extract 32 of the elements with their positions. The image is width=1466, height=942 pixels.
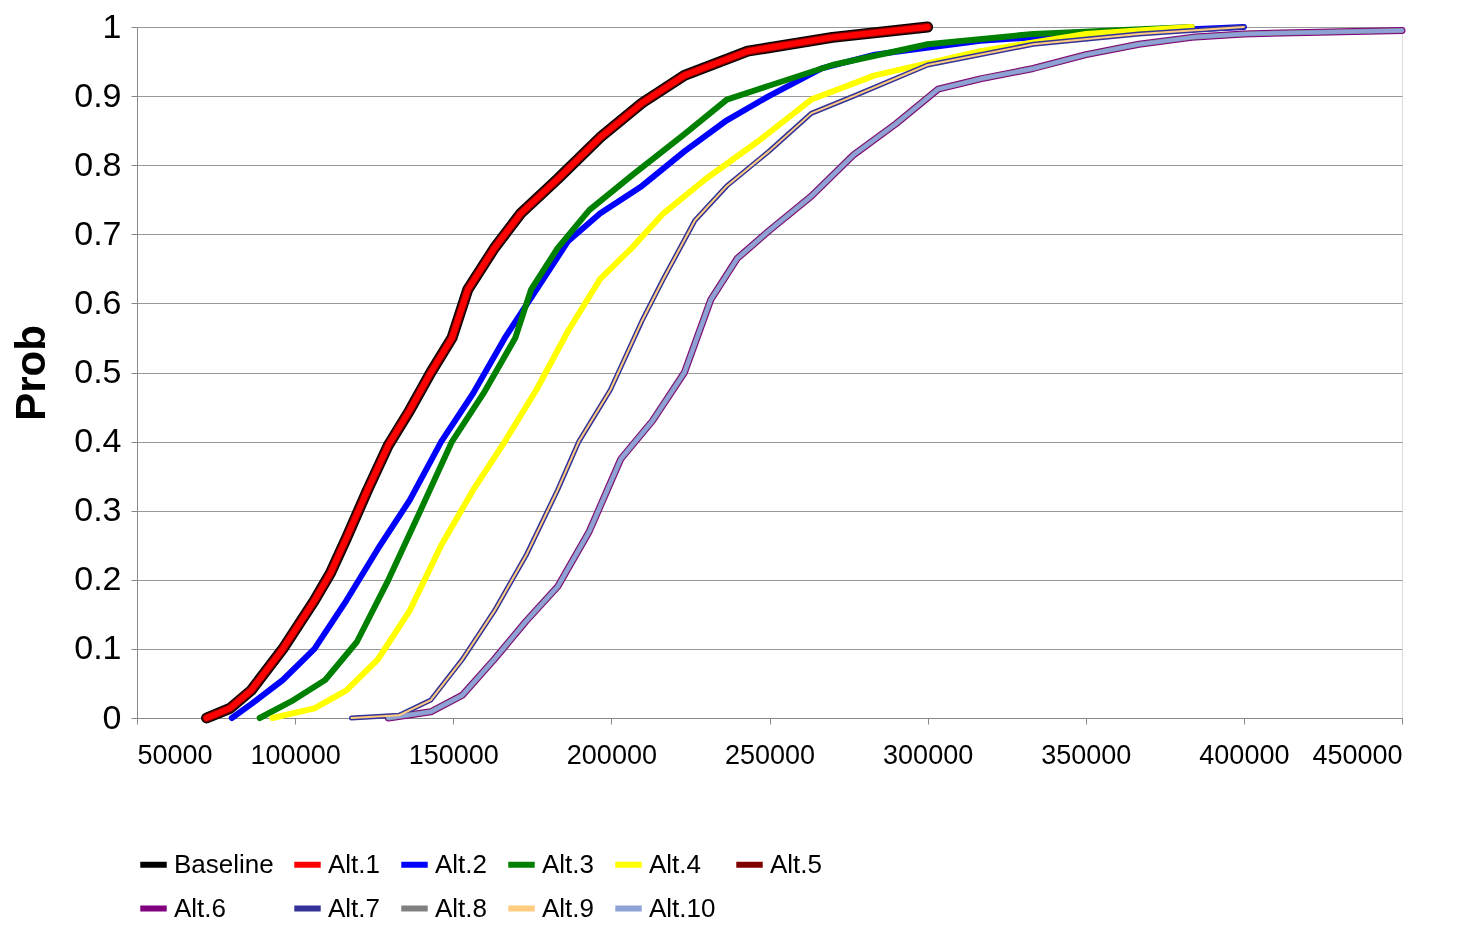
- legend-label: Alt.9: [542, 892, 595, 923]
- x-tick-label: 400000: [1199, 739, 1290, 770]
- x-tick-label: 350000: [1041, 739, 1132, 770]
- x-tick-label: 300000: [883, 739, 974, 770]
- x-tick-label: 150000: [408, 739, 499, 770]
- y-tick-label: 0.3: [74, 490, 122, 529]
- legend-label: Alt.3: [542, 848, 595, 879]
- y-tick-label: 0.1: [74, 628, 122, 667]
- y-tick-label: 0.8: [74, 144, 122, 183]
- y-axis-title: Prob: [7, 325, 55, 421]
- y-tick-label: 0: [102, 697, 122, 736]
- legend-label: Baseline: [174, 848, 274, 879]
- x-tick-label: 250000: [724, 739, 816, 770]
- x-tick-label: 450000: [1312, 739, 1403, 770]
- y-tick-label: 0.9: [74, 75, 122, 114]
- y-tick-label: 0.2: [74, 559, 122, 598]
- y-tick-label: 0.6: [74, 282, 122, 321]
- x-tick-label: 200000: [566, 739, 657, 770]
- legend-label: Alt.4: [649, 848, 702, 879]
- legend-label: Alt.1: [328, 848, 381, 879]
- y-tick-label: 0.7: [74, 213, 122, 252]
- legend-label: Alt.7: [328, 892, 381, 923]
- y-tick-label: 0.5: [74, 352, 122, 390]
- legend-label: Alt.6: [174, 892, 227, 923]
- legend-label: Alt.10: [649, 892, 716, 923]
- legend-label: Alt.5: [770, 848, 823, 879]
- y-tick-label: 0.4: [74, 421, 122, 460]
- y-tick-label: 1: [102, 6, 122, 45]
- legend-label: Alt.2: [435, 848, 488, 879]
- legend-label: Alt.8: [435, 892, 488, 923]
- x-tick-label: 50000: [137, 739, 213, 770]
- x-tick-label: 100000: [250, 739, 341, 770]
